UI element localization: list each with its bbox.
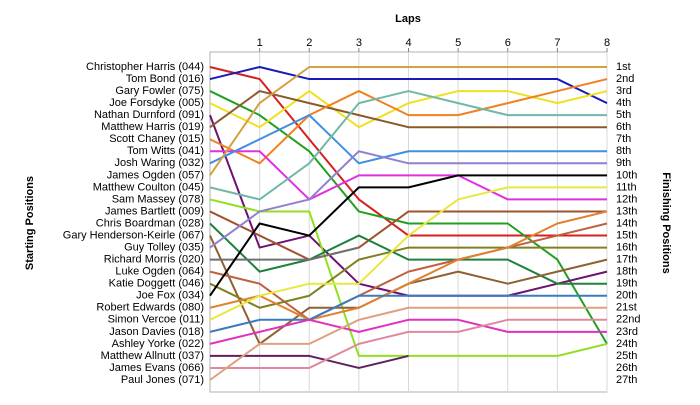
- finishing-label: 23rd: [616, 326, 638, 338]
- x-tick-label: 4: [405, 37, 411, 49]
- rider-line: [209, 66, 608, 105]
- rider-line: [209, 186, 607, 321]
- rider-name: Tom Witts (041): [127, 145, 204, 157]
- rider-name: Luke Ogden (064): [115, 266, 204, 278]
- rider-name: Ashley Yorke (022): [112, 338, 204, 350]
- rider-name: Nathan Durnford (091): [94, 109, 204, 121]
- rider-name: Scott Chaney (015): [109, 133, 204, 145]
- finishing-label: 12th: [616, 193, 637, 205]
- rider-line: [209, 90, 607, 201]
- finishing-label: 4th: [616, 97, 631, 109]
- rider-line: [209, 210, 607, 261]
- x-tick-label: 5: [455, 37, 461, 49]
- rider-name: Richard Morris (020): [104, 254, 204, 266]
- finishing-label: 3rd: [616, 85, 632, 97]
- finishing-label: 20th: [616, 290, 637, 302]
- rider-name: Robert Edwards (080): [96, 302, 204, 314]
- finishing-label: 10th: [616, 169, 637, 181]
- rider-name: Joe Forsdyke (005): [109, 97, 204, 109]
- x-tick-label: 8: [604, 37, 610, 49]
- rider-name: Katie Doggett (046): [109, 278, 204, 290]
- finishing-label: 21st: [616, 302, 637, 314]
- x-tick-label: 6: [505, 37, 511, 49]
- rider-line: [209, 198, 608, 357]
- rider-name: Matthew Coulton (045): [93, 181, 204, 193]
- rider-line: [209, 318, 607, 345]
- rider-line: [209, 306, 607, 381]
- finishing-label: 22nd: [616, 314, 640, 326]
- rider-name: Chris Boardman (028): [96, 217, 204, 229]
- finishing-label: 13th: [616, 205, 637, 217]
- rider-name: Jason Davies (018): [109, 326, 204, 338]
- chart-title: Laps: [395, 13, 421, 25]
- finishing-label: 2nd: [616, 73, 634, 85]
- rider-name: Matthew Allnutt (037): [101, 350, 204, 362]
- finishing-label: 1st: [616, 61, 631, 73]
- rider-line: [209, 78, 608, 165]
- rider-line: [209, 66, 607, 176]
- rider-name: Gary Fowler (075): [115, 85, 204, 97]
- finishing-label: 8th: [616, 145, 631, 157]
- y-axis-label: Starting Positions: [24, 176, 36, 270]
- rider-line: [209, 150, 607, 249]
- y2-axis-label: Finishing Positions: [660, 172, 672, 273]
- x-tick-label: 2: [306, 37, 312, 49]
- rider-name: Christopher Harris (044): [86, 61, 204, 73]
- rider-name: Guy Tolley (035): [124, 241, 204, 253]
- rider-name: Matthew Harris (019): [101, 121, 204, 133]
- rider-line: [209, 294, 607, 333]
- finishing-label: 14th: [616, 217, 637, 229]
- rider-line: [209, 90, 607, 129]
- rider-line: [209, 114, 607, 165]
- x-tick-label: 7: [554, 37, 560, 49]
- rider-name: Josh Waring (032): [115, 157, 204, 169]
- rider-line: [210, 150, 607, 201]
- finishing-label: 5th: [616, 109, 631, 121]
- x-tick-label: 3: [356, 37, 362, 49]
- finishing-label: 19th: [616, 278, 637, 290]
- rider-name: James Bartlett (009): [105, 205, 204, 217]
- finishing-label: 15th: [616, 229, 637, 241]
- rider-line: [209, 174, 607, 297]
- finishing-label: 25th: [616, 350, 637, 362]
- rider-line: [210, 318, 607, 369]
- finishing-label: 24th: [616, 338, 637, 350]
- rider-line: [209, 90, 608, 129]
- x-tick-label: 1: [257, 37, 263, 49]
- finishing-label: 27th: [616, 374, 637, 386]
- rider-name: Sam Massey (078): [112, 193, 204, 205]
- rider-name: Paul Jones (071): [121, 374, 204, 386]
- rider-line: [209, 222, 608, 321]
- finishing-label: 18th: [616, 266, 637, 278]
- finishing-label: 16th: [616, 241, 637, 253]
- finishing-label: 26th: [616, 362, 637, 374]
- rider-name: James Ogden (057): [107, 169, 204, 181]
- rider-name: Simon Vercoe (011): [108, 314, 204, 326]
- finishing-label: 7th: [616, 133, 631, 145]
- rider-name: James Evans (066): [109, 362, 204, 374]
- finishing-label: 11th: [616, 181, 637, 193]
- rider-name: Gary Henderson-Keirle (067): [63, 229, 204, 241]
- rider-name: Tom Bond (016): [126, 73, 204, 85]
- finishing-label: 6th: [616, 121, 631, 133]
- rider-name: Joe Fox (034): [136, 290, 204, 302]
- finishing-label: 17th: [616, 254, 637, 266]
- rider-line: [209, 210, 608, 321]
- finishing-label: 9th: [616, 157, 631, 169]
